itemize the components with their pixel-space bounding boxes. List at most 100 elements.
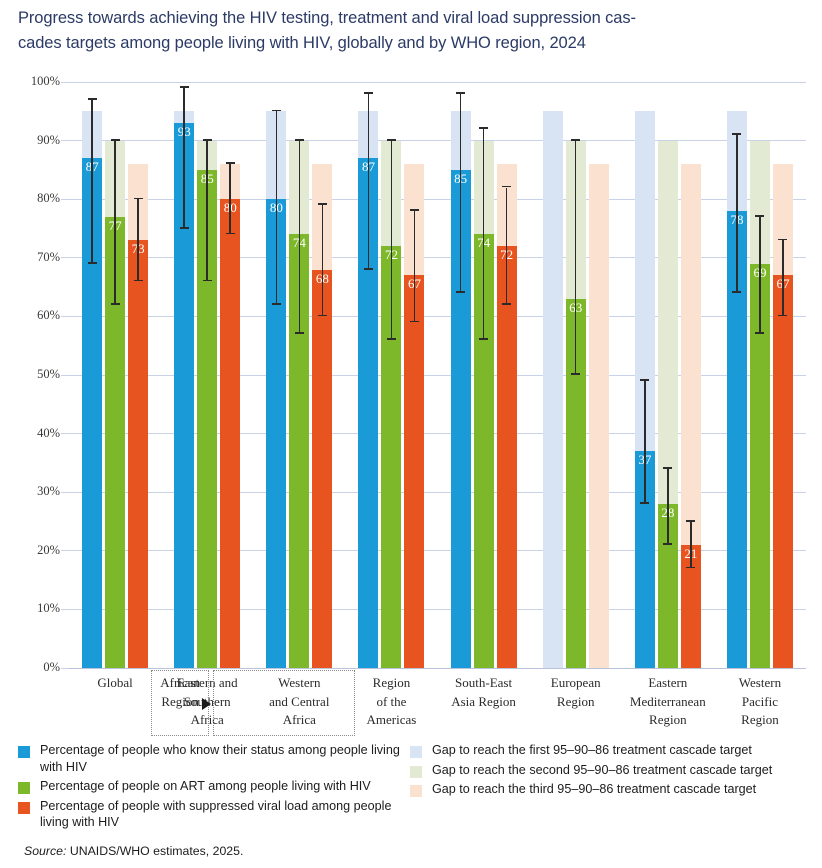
x-axis-label: Eastern and Southern Africa	[153, 674, 261, 730]
bar[interactable]: 73	[128, 82, 149, 668]
error-bar-cap-low	[409, 320, 419, 323]
y-axis-tick-mark	[61, 667, 69, 669]
bar-value	[772, 275, 793, 668]
bar[interactable]: 72	[496, 82, 517, 668]
gridline	[69, 608, 806, 610]
bar-value	[565, 298, 586, 668]
error-bar-cap-low	[479, 338, 489, 340]
error-bar-cap-low	[202, 279, 212, 282]
x-axis-label-line: Region	[741, 712, 779, 727]
bar-value	[473, 234, 494, 668]
bar-value	[680, 544, 701, 668]
error-bar-cap-high	[732, 133, 742, 135]
bar-gap-to-target	[542, 111, 563, 668]
bar[interactable]: 63	[565, 82, 586, 668]
error-bar-cap-high	[133, 197, 143, 200]
african-region-label-line: Region	[161, 693, 199, 709]
bar-value	[404, 275, 425, 668]
y-axis-tick-label: 0%	[43, 660, 60, 674]
bar[interactable]: 74	[473, 82, 494, 668]
legend-label: Percentage of people who know their stat…	[40, 743, 400, 774]
error-bar-cap-low	[778, 314, 788, 317]
error-bar-cap-low	[294, 332, 304, 334]
error-bar	[298, 140, 301, 334]
error-bar-cap-high	[179, 86, 189, 88]
bar-group: 63	[530, 82, 622, 668]
y-axis-tick-label: 50%	[37, 367, 60, 381]
bar-value	[312, 269, 333, 668]
error-bar-cap-high	[294, 139, 304, 141]
gridline	[69, 257, 806, 259]
legend-item[interactable]: Gap to reach the second 95–90–86 treatme…	[410, 762, 814, 779]
legend-label: Gap to reach the first 95–90–86 treatmen…	[432, 743, 752, 757]
error-bar	[759, 216, 761, 334]
error-bar	[482, 128, 485, 340]
bar[interactable]: 21	[680, 82, 701, 668]
gridline	[69, 491, 806, 493]
bar[interactable]: 93	[174, 82, 195, 668]
page-title-line-1: Progress towards achieving the HIV testi…	[18, 9, 636, 27]
bar[interactable]: 69	[749, 82, 770, 668]
bar[interactable]: 67	[404, 82, 425, 668]
error-bar-cap-low	[732, 291, 742, 293]
error-bar	[505, 187, 508, 305]
bar[interactable]: 28	[657, 82, 678, 668]
bar[interactable]: 85	[197, 82, 218, 668]
legend-item[interactable]: Percentage of people with suppressed vir…	[18, 798, 408, 831]
x-axis-label-line: Africa	[190, 712, 224, 727]
error-bar-cap-high	[778, 238, 788, 241]
gridline	[69, 433, 806, 435]
bar-group: 786967	[714, 82, 806, 668]
y-axis-tick-mark	[61, 550, 69, 552]
bar[interactable]: 74	[289, 82, 310, 668]
y-axis-tick-mark	[61, 140, 69, 142]
error-bar-cap-low	[133, 279, 143, 282]
error-bar-cap-high	[663, 467, 673, 469]
bar[interactable]	[588, 82, 609, 668]
bar-value	[358, 158, 379, 668]
bar[interactable]: 80	[266, 82, 287, 668]
x-axis-label-line: Region	[372, 675, 411, 690]
legend-item[interactable]: Gap to reach the third 95–90–86 treatmen…	[410, 781, 814, 798]
error-bar-cap-low	[225, 232, 235, 235]
x-axis-label-line: Region	[556, 693, 595, 709]
y-axis-tick-label: 70%	[37, 249, 60, 264]
error-bar-cap-high	[640, 379, 650, 381]
error-bar-cap-low	[663, 543, 673, 545]
error-bar	[413, 210, 416, 323]
bar-value	[289, 234, 310, 668]
bar[interactable]: 87	[358, 82, 379, 668]
legend-item[interactable]: Gap to reach the first 95–90–86 treatmen…	[410, 742, 814, 759]
bar[interactable]: 85	[450, 82, 471, 668]
error-bar	[114, 140, 116, 305]
bar[interactable]: 68	[312, 82, 333, 668]
bar[interactable]: 67	[772, 82, 793, 668]
y-axis-tick-mark	[61, 315, 69, 317]
x-axis-label: Region of the Americas	[337, 674, 445, 730]
x-axis-label: Eastern Mediterranean Region	[614, 674, 722, 730]
bar[interactable]	[542, 82, 563, 668]
x-axis-label-line: and Central	[269, 693, 330, 709]
bar-value	[726, 210, 747, 668]
legend-item[interactable]: Percentage of people who know their stat…	[18, 742, 408, 775]
x-axis-label-line: Eastern	[648, 675, 688, 690]
error-bar	[690, 521, 692, 569]
legend-item[interactable]: Percentage of people on ART among people…	[18, 778, 408, 795]
y-axis-tick-mark	[61, 374, 69, 376]
bar[interactable]: 37	[634, 82, 655, 668]
legend-label: Percentage of people on ART among people…	[40, 779, 371, 793]
bar[interactable]: 80	[220, 82, 241, 668]
error-bar	[183, 87, 185, 229]
source-note: Source: UNAIDS/WHO estimates, 2025.	[24, 844, 243, 858]
error-bar	[367, 93, 370, 270]
bar[interactable]: 78	[726, 82, 747, 668]
bar[interactable]: 87	[82, 82, 103, 668]
legend-column-gaps: Gap to reach the first 95–90–86 treatmen…	[410, 742, 814, 801]
bar-value	[266, 199, 287, 668]
bar[interactable]: 77	[105, 82, 126, 668]
bar-value	[657, 503, 678, 668]
x-axis-label: Western Pacific Region	[706, 674, 814, 730]
legend-swatch-gap2	[410, 765, 422, 778]
bar[interactable]: 72	[381, 82, 402, 668]
